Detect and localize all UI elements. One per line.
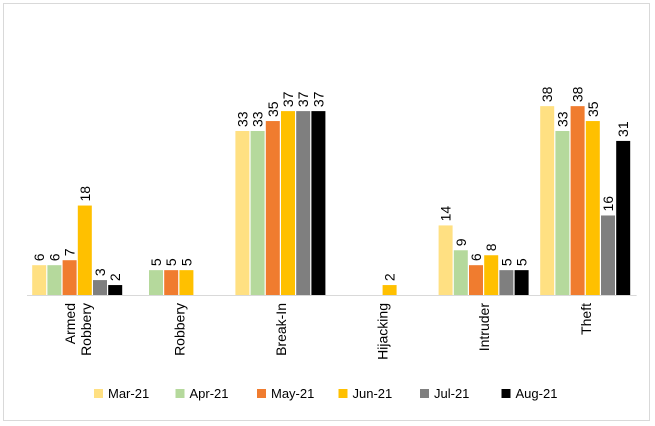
bar — [540, 106, 555, 295]
bar — [453, 250, 468, 295]
bar — [514, 270, 529, 295]
data-label: 3 — [92, 268, 108, 276]
bar — [149, 270, 163, 295]
data-label: 38 — [570, 86, 586, 102]
data-label: 33 — [234, 111, 250, 127]
bar — [484, 255, 499, 295]
data-label: 38 — [539, 86, 555, 102]
bar — [616, 140, 631, 295]
bar — [47, 265, 62, 295]
legend-swatch — [94, 389, 103, 398]
category-tick-label: Armed — [62, 303, 78, 344]
data-label: 5 — [148, 258, 164, 266]
bar — [296, 111, 311, 295]
category-tick-label: Hijacking — [375, 303, 391, 360]
legend-swatch — [257, 389, 266, 398]
bar — [62, 260, 77, 295]
bar — [164, 270, 179, 295]
category-tick-label: Theft — [578, 303, 594, 335]
data-label: 5 — [163, 258, 179, 266]
bar — [382, 285, 397, 295]
legend-swatch — [338, 389, 348, 398]
data-label: 6 — [468, 253, 484, 261]
legend-label: May-21 — [271, 386, 314, 401]
data-label: 35 — [265, 101, 281, 117]
bar — [499, 270, 514, 295]
data-label: 35 — [585, 101, 601, 117]
legend-label: Jul-21 — [434, 386, 469, 401]
bar — [108, 285, 123, 295]
data-label: 5 — [498, 258, 514, 266]
data-label: 8 — [483, 243, 499, 251]
data-label: 37 — [310, 91, 326, 107]
legend-swatch — [501, 389, 511, 398]
data-label: 5 — [514, 258, 530, 266]
legend-swatch — [420, 389, 429, 398]
bar — [77, 205, 92, 295]
category-tick-label: Robbery — [78, 303, 94, 356]
data-label: 2 — [382, 273, 398, 281]
bar — [585, 121, 600, 295]
legend-label: Mar-21 — [108, 386, 149, 401]
data-label: 14 — [438, 206, 454, 222]
data-label: 33 — [554, 111, 570, 127]
legend-label: Aug-21 — [516, 386, 558, 401]
category-tick-label: Break-In — [273, 303, 289, 356]
category-tick-label: Intruder — [476, 303, 492, 352]
data-label: 37 — [280, 91, 296, 107]
data-label: 5 — [178, 258, 194, 266]
bar — [235, 130, 250, 295]
data-label: 2 — [107, 273, 123, 281]
data-label: 37 — [295, 91, 311, 107]
data-label: 33 — [250, 111, 266, 127]
data-label: 6 — [46, 253, 62, 261]
bar — [311, 111, 326, 295]
legend-swatch — [175, 389, 185, 398]
data-label: 6 — [31, 253, 47, 261]
category-tick-label: Robbery — [171, 303, 187, 356]
legend-label: Jun-21 — [353, 386, 393, 401]
bar — [32, 265, 47, 295]
bar — [555, 130, 570, 295]
bar — [250, 130, 265, 295]
bar — [93, 280, 107, 295]
data-label: 18 — [77, 186, 93, 202]
data-label: 9 — [453, 238, 469, 246]
bar — [601, 215, 615, 295]
chart-frame — [3, 3, 650, 421]
bar — [179, 270, 194, 295]
data-label: 31 — [615, 121, 631, 137]
legend-label: Apr-21 — [190, 386, 229, 401]
bar — [438, 225, 453, 295]
data-label: 16 — [600, 196, 616, 212]
bar — [469, 265, 483, 295]
data-label: 7 — [62, 248, 78, 256]
bar — [570, 106, 585, 295]
bar — [265, 121, 280, 295]
bar — [281, 111, 295, 295]
